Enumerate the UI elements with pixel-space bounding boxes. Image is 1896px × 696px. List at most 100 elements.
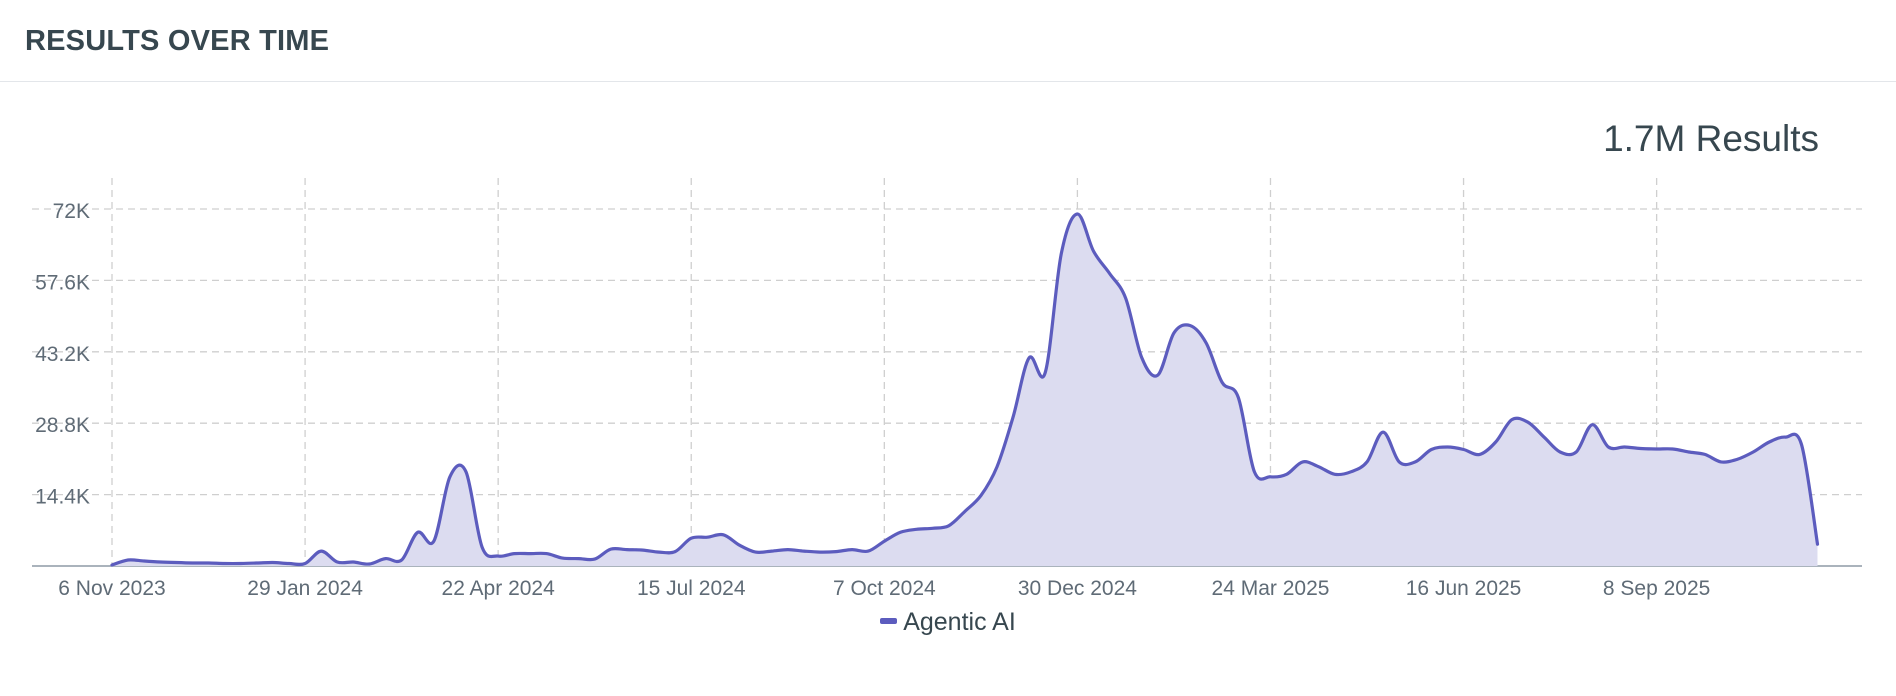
data-point[interactable] [349, 558, 357, 566]
data-point[interactable] [848, 546, 856, 554]
data-point[interactable] [1089, 247, 1097, 255]
data-point[interactable] [896, 528, 904, 536]
data-point[interactable] [1250, 468, 1258, 476]
data-point[interactable] [1170, 329, 1178, 337]
data-point[interactable] [1733, 455, 1741, 463]
data-point[interactable] [687, 534, 695, 542]
data-point[interactable] [1331, 470, 1339, 478]
data-point[interactable] [1363, 458, 1371, 466]
data-point[interactable] [1685, 448, 1693, 456]
data-point[interactable] [526, 550, 534, 558]
data-point[interactable] [1202, 339, 1210, 347]
data-point[interactable] [575, 555, 583, 563]
data-point[interactable] [1266, 473, 1274, 481]
data-point[interactable] [156, 558, 164, 566]
data-point[interactable] [1186, 322, 1194, 330]
data-point[interactable] [703, 533, 711, 541]
data-point[interactable] [607, 545, 615, 553]
data-point[interactable] [1025, 354, 1033, 362]
data-point[interactable] [752, 548, 760, 556]
data-point[interactable] [1106, 269, 1114, 277]
data-point[interactable] [1073, 210, 1081, 218]
data-point[interactable] [736, 541, 744, 549]
data-point[interactable] [1540, 433, 1548, 441]
data-point[interactable] [945, 522, 953, 530]
data-point[interactable] [430, 537, 438, 545]
data-point[interactable] [1234, 393, 1242, 401]
data-point[interactable] [655, 548, 663, 556]
series-layer[interactable] [108, 210, 1822, 569]
data-point[interactable] [1492, 438, 1500, 446]
data-point[interactable] [1460, 445, 1468, 453]
data-point[interactable] [510, 550, 518, 558]
data-point[interactable] [816, 548, 824, 556]
data-point[interactable] [913, 525, 921, 533]
data-point[interactable] [832, 548, 840, 556]
data-point[interactable] [768, 547, 776, 555]
data-point[interactable] [559, 554, 567, 562]
data-point[interactable] [1669, 445, 1677, 453]
data-point[interactable] [1427, 445, 1435, 453]
data-point[interactable] [1653, 445, 1661, 453]
data-point[interactable] [317, 547, 325, 555]
data-point[interactable] [1620, 443, 1628, 451]
data-point[interactable] [1154, 371, 1162, 379]
data-point[interactable] [542, 550, 550, 558]
data-point[interactable] [993, 463, 1001, 471]
data-point[interactable] [1122, 294, 1130, 302]
data-point[interactable] [1009, 413, 1017, 421]
data-point[interactable] [414, 528, 422, 536]
data-point[interactable] [398, 556, 406, 564]
data-point[interactable] [446, 473, 454, 481]
data-point[interactable] [1138, 354, 1146, 362]
data-point[interactable] [1556, 448, 1564, 456]
data-point[interactable] [1572, 448, 1580, 456]
data-point[interactable] [623, 546, 631, 554]
data-point[interactable] [1411, 458, 1419, 466]
data-point[interactable] [1299, 458, 1307, 466]
data-point[interactable] [1604, 443, 1612, 451]
data-point[interactable] [880, 537, 888, 545]
data-point[interactable] [1524, 418, 1532, 426]
data-point[interactable] [1814, 540, 1822, 548]
data-point[interactable] [639, 546, 647, 554]
data-point[interactable] [205, 559, 213, 567]
data-point[interactable] [800, 547, 808, 555]
data-point[interactable] [269, 559, 277, 567]
data-point[interactable] [462, 468, 470, 476]
data-point[interactable] [365, 560, 373, 568]
data-point[interactable] [1781, 433, 1789, 441]
data-point[interactable] [1283, 470, 1291, 478]
data-point[interactable] [1218, 379, 1226, 387]
data-point[interactable] [285, 560, 293, 568]
data-point[interactable] [1637, 444, 1645, 452]
data-point[interactable] [1476, 450, 1484, 458]
data-point[interactable] [671, 548, 679, 556]
data-point[interactable] [1315, 463, 1323, 471]
data-point[interactable] [1701, 450, 1709, 458]
data-point[interactable] [1797, 441, 1805, 449]
data-point[interactable] [1041, 369, 1049, 377]
series-line-agentic-ai[interactable] [110, 212, 1820, 567]
data-point[interactable] [140, 557, 148, 565]
data-point[interactable] [188, 559, 196, 567]
data-point[interactable] [237, 560, 245, 568]
data-point[interactable] [301, 560, 309, 568]
data-point[interactable] [1588, 421, 1596, 429]
data-point[interactable] [977, 492, 985, 500]
data-point[interactable] [478, 543, 486, 551]
data-point[interactable] [1717, 458, 1725, 466]
data-point[interactable] [333, 558, 341, 566]
legend[interactable]: Agentic AI [0, 608, 1896, 637]
data-point[interactable] [1765, 438, 1773, 446]
data-point[interactable] [719, 531, 727, 539]
data-point[interactable] [864, 547, 872, 555]
data-point[interactable] [108, 561, 116, 569]
data-point[interactable] [1347, 468, 1355, 476]
data-point[interactable] [784, 546, 792, 554]
data-point[interactable] [253, 559, 261, 567]
data-point[interactable] [172, 559, 180, 567]
data-point[interactable] [1395, 458, 1403, 466]
data-point[interactable] [1508, 416, 1516, 424]
